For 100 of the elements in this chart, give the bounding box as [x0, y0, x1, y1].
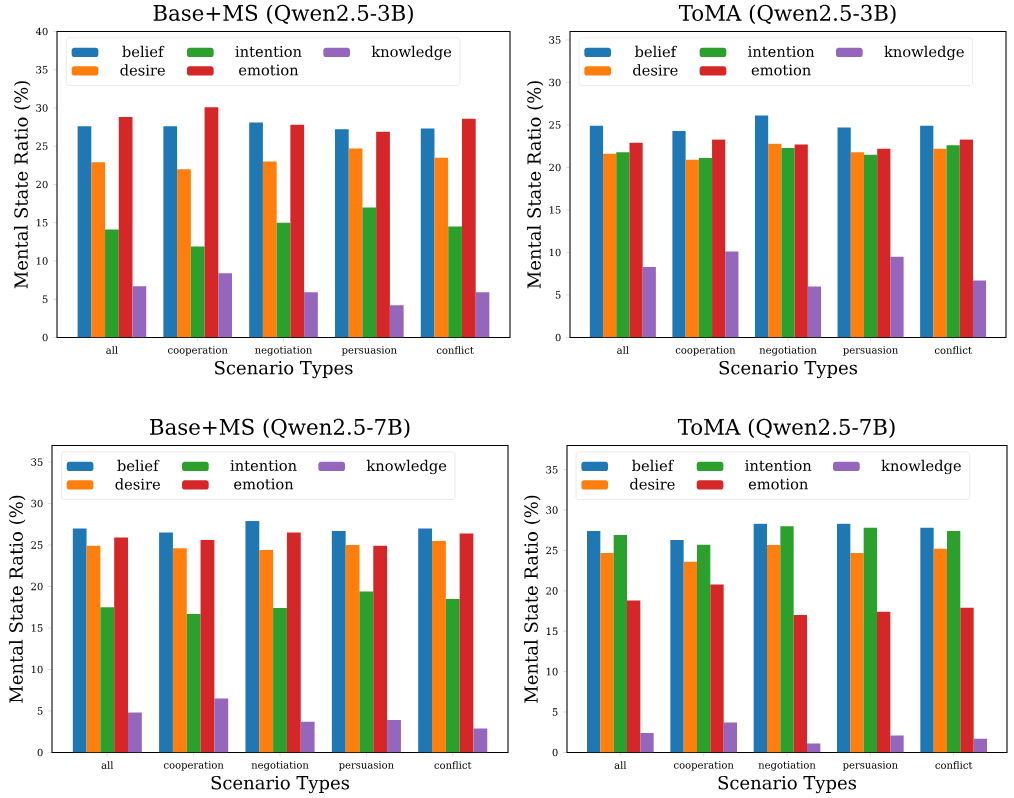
bar [432, 540, 446, 753]
bar [640, 732, 654, 753]
y-tick-label: 5 [555, 291, 561, 299]
bar [77, 126, 92, 338]
bar [459, 533, 474, 753]
bar [105, 229, 119, 338]
y-tick-label: 35 [36, 65, 48, 74]
chart-title: Base+MS (Qwen2.5-7B) [150, 418, 410, 438]
bar [725, 251, 739, 338]
y-tick-label: 30 [31, 499, 43, 508]
bar [186, 613, 201, 753]
bar [794, 144, 808, 338]
bar [100, 607, 115, 753]
y-tick-label: 15 [546, 627, 558, 635]
bar [362, 207, 377, 338]
legend-label: desire [630, 478, 675, 490]
y-tick-label: 20 [31, 582, 43, 591]
bar [373, 545, 388, 753]
x-tick-label: persuasion [842, 760, 898, 771]
bar [629, 142, 643, 338]
y-tick-label: 20 [36, 180, 48, 189]
bar [877, 148, 891, 338]
bar [781, 147, 795, 338]
y-tick-label: 10 [36, 256, 48, 265]
bar [114, 537, 129, 753]
legend-label: belief [117, 459, 160, 471]
bar [672, 130, 686, 338]
bar [86, 545, 101, 753]
bar [334, 129, 349, 338]
bar [933, 548, 947, 753]
bar [613, 534, 628, 753]
bar [190, 246, 205, 338]
y-axis-title: Mental State Ratio (%) [8, 495, 26, 703]
bar [780, 526, 794, 753]
x-tick-label: persuasion [843, 345, 899, 356]
bar [132, 285, 147, 338]
legend-label: belief [632, 459, 675, 471]
bar [172, 548, 187, 753]
bar [304, 292, 318, 338]
y-tick-label: 30 [546, 506, 558, 514]
x-tick-label: all [101, 760, 114, 769]
legend-label: emotion [748, 478, 808, 490]
y-tick-label: 20 [546, 586, 558, 595]
bar [214, 698, 229, 753]
y-tick-label: 25 [549, 120, 561, 129]
bar [448, 226, 462, 338]
legend-label: knowledge [366, 459, 447, 475]
bar [670, 539, 684, 753]
bar [331, 530, 346, 753]
bar [290, 124, 305, 338]
y-tick-label: 10 [546, 667, 558, 676]
legend-label: intention [230, 459, 297, 471]
bar [387, 719, 401, 753]
legend-label: desire [120, 64, 165, 76]
bar [616, 151, 630, 338]
chart-title: Base+MS (Qwen2.5-3B) [153, 4, 413, 24]
x-tick-label: conflict [436, 345, 474, 354]
bar [245, 520, 260, 753]
bar [723, 722, 737, 753]
bar [973, 738, 987, 753]
y-tick-label: 0 [37, 748, 43, 757]
bar [807, 286, 822, 338]
bar [276, 222, 291, 338]
bar [91, 162, 106, 338]
bar [345, 544, 360, 753]
legend-label: emotion [239, 64, 299, 76]
x-tick-label: negotiation [251, 760, 309, 771]
bar [947, 530, 961, 753]
y-tick-label: 35 [31, 458, 43, 466]
bar [863, 527, 877, 753]
x-tick-label: all [106, 345, 118, 354]
y-tick-label: 35 [546, 465, 558, 474]
bar [163, 126, 178, 338]
y-tick-label: 15 [36, 218, 48, 227]
bar [273, 607, 287, 753]
bar [837, 523, 851, 753]
bar [434, 157, 449, 338]
bar [890, 256, 904, 338]
bar [177, 168, 191, 338]
x-tick-label: all [617, 345, 629, 354]
bar [159, 532, 173, 753]
bar [837, 127, 851, 338]
x-tick-label: all [614, 760, 627, 769]
bar [683, 561, 698, 753]
bar [710, 584, 724, 753]
legend-label: intention [235, 45, 302, 57]
bar [972, 280, 987, 338]
bar [877, 611, 891, 753]
x-axis-title: Scenario Types [211, 775, 350, 794]
y-tick-label: 15 [549, 205, 561, 214]
y-tick-label: 25 [546, 546, 558, 555]
bar [359, 591, 374, 753]
x-tick-label: conflict [934, 345, 972, 354]
y-tick-label: 35 [549, 35, 561, 44]
legend-label: emotion [234, 478, 294, 490]
bar [754, 115, 769, 338]
bar [712, 139, 726, 338]
y-tick-label: 15 [31, 623, 43, 632]
bar [960, 607, 974, 753]
bar [697, 544, 711, 753]
